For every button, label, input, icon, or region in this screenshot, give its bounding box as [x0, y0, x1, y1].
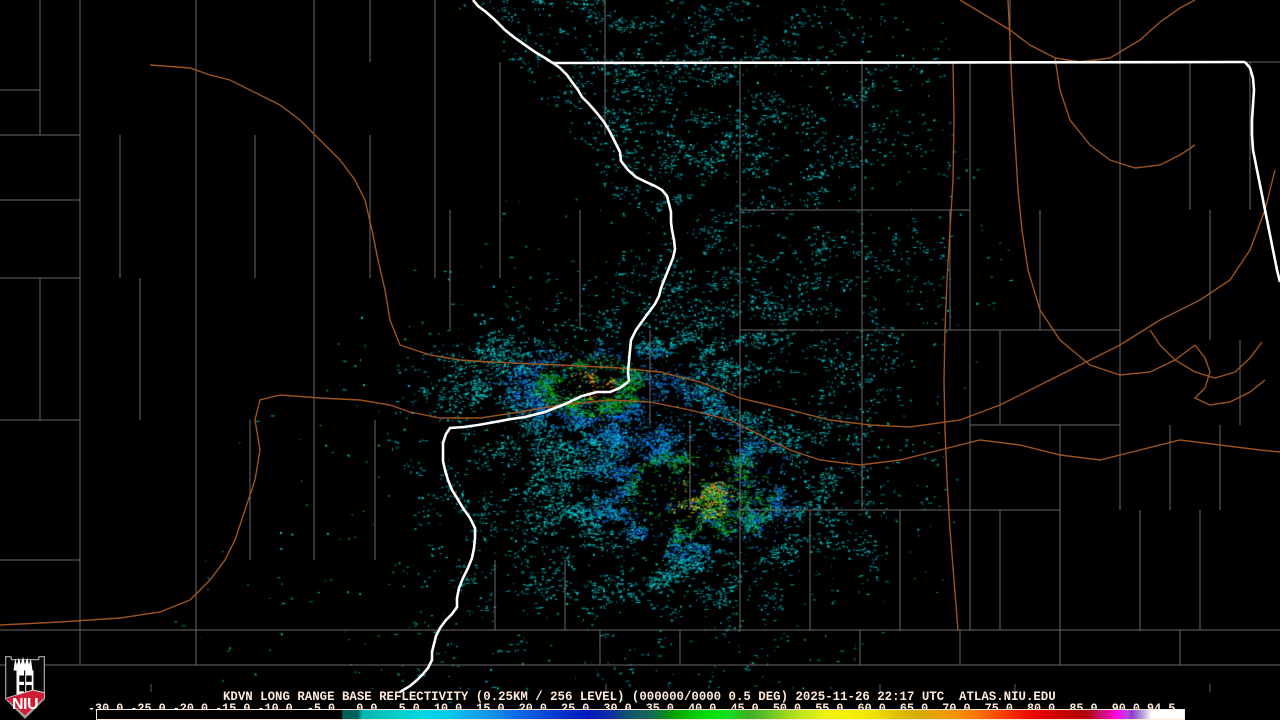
svg-text:NIU: NIU — [12, 696, 38, 713]
